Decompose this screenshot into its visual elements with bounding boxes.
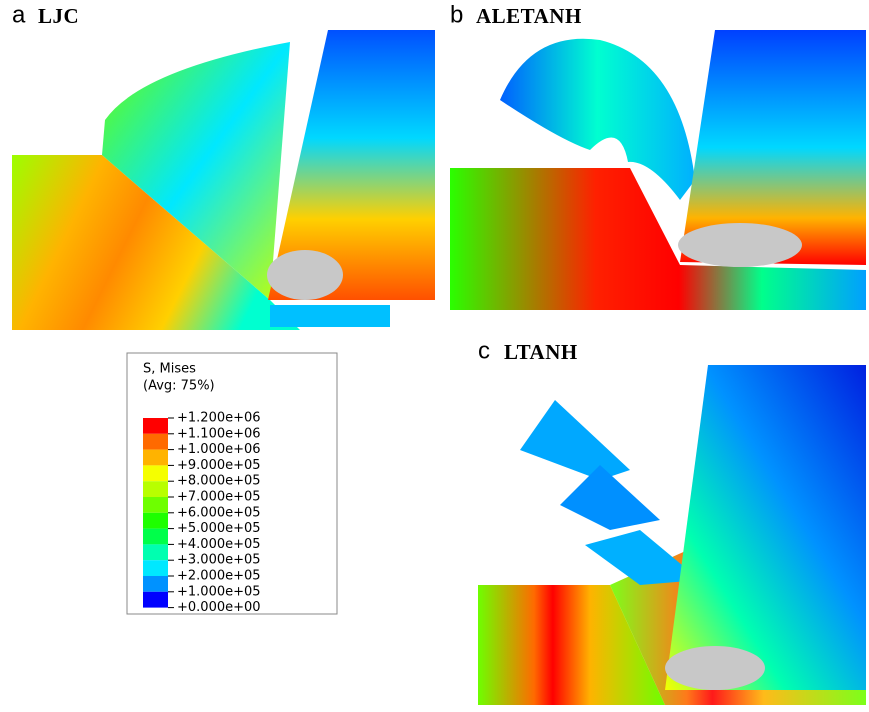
chip-segment: [520, 400, 630, 480]
legend-label: +1.000e+05: [177, 584, 261, 599]
panel-letter: b: [450, 1, 463, 28]
legend-label: +4.000e+05: [177, 537, 261, 552]
panel-letter: c: [478, 337, 490, 364]
legend-label: +3.000e+05: [177, 553, 261, 568]
legend-title: (Avg: 75%): [143, 379, 215, 394]
legend-label: +5.000e+05: [177, 521, 261, 536]
legend-label: +7.000e+05: [177, 490, 261, 505]
figure: a LJC b ALETANH c LTANH S, Mises (Avg: 7…: [0, 0, 869, 708]
legend-label: +6.000e+05: [177, 505, 261, 520]
panel-title: LTANH: [504, 340, 578, 364]
tool-edge: [678, 223, 802, 267]
legend-label: +1.100e+06: [177, 426, 261, 441]
legend-swatch: [143, 497, 168, 513]
chip-segment: [560, 465, 660, 530]
legend-swatch: [143, 481, 168, 497]
legend: S, Mises (Avg: 75%) +1.200e+06+1.100e+06…: [127, 353, 337, 615]
legend-label: +9.000e+05: [177, 458, 261, 473]
panel-title: ALETANH: [476, 4, 582, 28]
legend-swatch: [143, 544, 168, 560]
legend-swatch: [143, 465, 168, 481]
tool-edge: [665, 646, 765, 690]
legend-swatch: [143, 592, 168, 608]
legend-label: +0.000e+00: [177, 600, 261, 615]
legend-swatch: [143, 434, 168, 450]
tool: [665, 365, 866, 690]
panel-a: a LJC: [12, 1, 435, 330]
tool-edge: [267, 250, 343, 300]
legend-swatch: [143, 513, 168, 529]
panel-title: LJC: [38, 4, 79, 28]
legend-label: +1.200e+06: [177, 411, 261, 426]
legend-swatch: [143, 560, 168, 576]
legend-swatch: [143, 418, 168, 434]
panel-c: c LTANH: [478, 337, 866, 705]
legend-swatch: [143, 529, 168, 545]
machined-surface: [270, 305, 390, 327]
legend-label: +2.000e+05: [177, 569, 261, 584]
panel-b: b ALETANH: [450, 1, 866, 310]
legend-swatch: [143, 450, 168, 466]
legend-title: S, Mises: [143, 362, 196, 377]
panel-letter: a: [12, 1, 26, 28]
legend-swatch: [143, 576, 168, 592]
legend-label: +8.000e+05: [177, 474, 261, 489]
legend-label: +1.000e+06: [177, 442, 261, 457]
